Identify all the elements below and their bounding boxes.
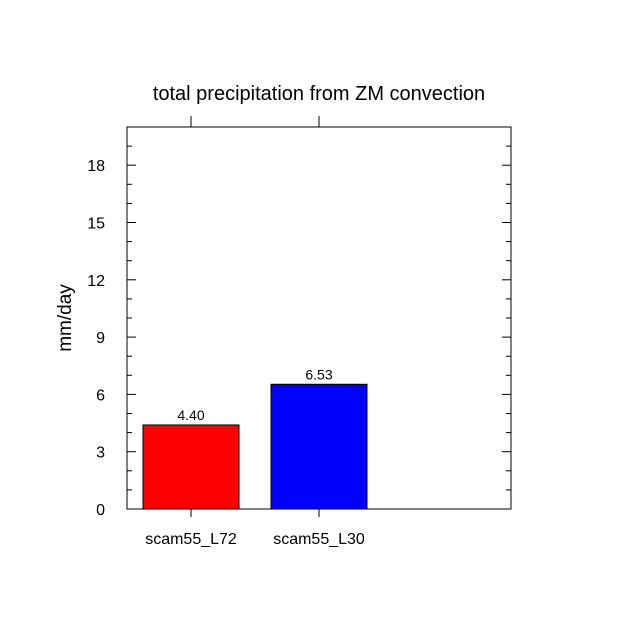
bar — [270, 383, 368, 510]
bar-value-label: 4.40 — [177, 407, 204, 423]
x-tick-label: scam55_L30 — [273, 531, 365, 548]
y-axis-label: mm/day — [55, 284, 76, 352]
bar — [142, 424, 240, 510]
chart-title: total precipitation from ZM convection — [153, 83, 485, 105]
y-tick-label: 12 — [87, 273, 105, 290]
y-tick-label: 15 — [87, 216, 105, 233]
y-tick-label: 9 — [96, 330, 105, 347]
y-tick-label: 18 — [87, 158, 105, 175]
x-tick-label: scam55_L72 — [145, 531, 237, 548]
y-tick-label: 6 — [96, 387, 105, 404]
y-tick-label: 0 — [96, 502, 105, 519]
y-tick-label: 3 — [96, 445, 105, 462]
plot-area: 0 3 6 9 12 15 18 4.40 scam55_L72 6.53 scam55_L30 — [87, 116, 512, 548]
bar-value-label: 6.53 — [305, 366, 332, 382]
